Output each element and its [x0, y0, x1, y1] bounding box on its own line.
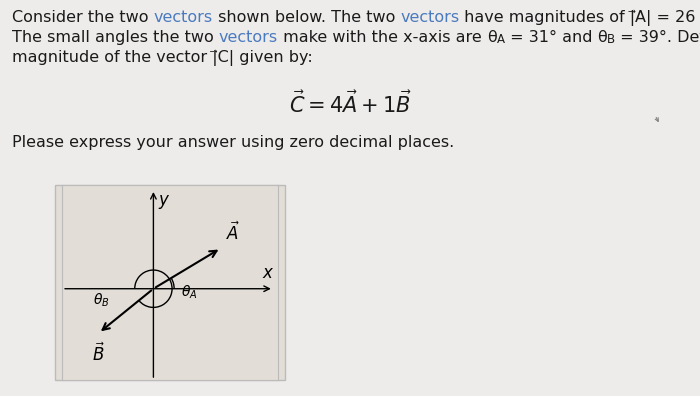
Text: Consider the two: Consider the two	[12, 10, 153, 25]
Text: make with the x-axis are: make with the x-axis are	[278, 30, 487, 45]
Text: ⃗A: ⃗A	[636, 10, 647, 25]
Text: vectors: vectors	[153, 10, 213, 25]
Text: $\vec{B}$: $\vec{B}$	[92, 342, 105, 365]
Text: magnitude of the vector |⃗C| given by:: magnitude of the vector |⃗C| given by:	[12, 50, 313, 66]
Text: = 39°. Determine the: = 39°. Determine the	[615, 30, 700, 45]
Text: $\vec{A}$: $\vec{A}$	[226, 221, 240, 244]
Text: have magnitudes of |: have magnitudes of |	[459, 10, 636, 26]
Text: θ: θ	[487, 30, 496, 45]
Text: shown below. The two: shown below. The two	[213, 10, 400, 25]
Text: The small angles the two: The small angles the two	[12, 30, 219, 45]
Text: = 31° and: = 31° and	[505, 30, 597, 45]
Text: A: A	[496, 33, 505, 46]
Text: $\vec{C} = 4\vec{A} + 1\vec{B}$: $\vec{C} = 4\vec{A} + 1\vec{B}$	[288, 90, 412, 117]
Text: x: x	[262, 265, 272, 282]
Text: vectors: vectors	[400, 10, 459, 25]
Text: vectors: vectors	[219, 30, 278, 45]
FancyBboxPatch shape	[55, 185, 285, 380]
Text: θ: θ	[597, 30, 607, 45]
Text: y: y	[158, 191, 168, 209]
Text: $\theta_A$: $\theta_A$	[181, 284, 198, 301]
Text: | = 26 and |: | = 26 and |	[647, 10, 700, 26]
Text: $\theta_B$: $\theta_B$	[93, 291, 110, 309]
Text: B: B	[607, 33, 615, 46]
Text: Please express your answer using zero decimal places.: Please express your answer using zero de…	[12, 135, 454, 150]
